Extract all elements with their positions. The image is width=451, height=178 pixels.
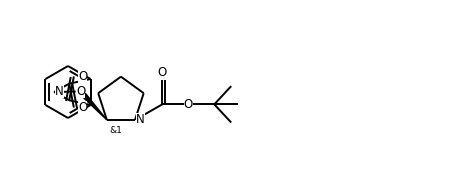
Text: N: N xyxy=(55,85,64,98)
Text: &1: &1 xyxy=(109,126,122,135)
Text: O: O xyxy=(76,85,85,98)
Text: O: O xyxy=(78,101,87,114)
Polygon shape xyxy=(83,94,107,120)
Text: O: O xyxy=(78,70,87,83)
Text: O: O xyxy=(184,98,193,111)
Text: O: O xyxy=(158,66,167,79)
Text: N: N xyxy=(136,113,145,126)
